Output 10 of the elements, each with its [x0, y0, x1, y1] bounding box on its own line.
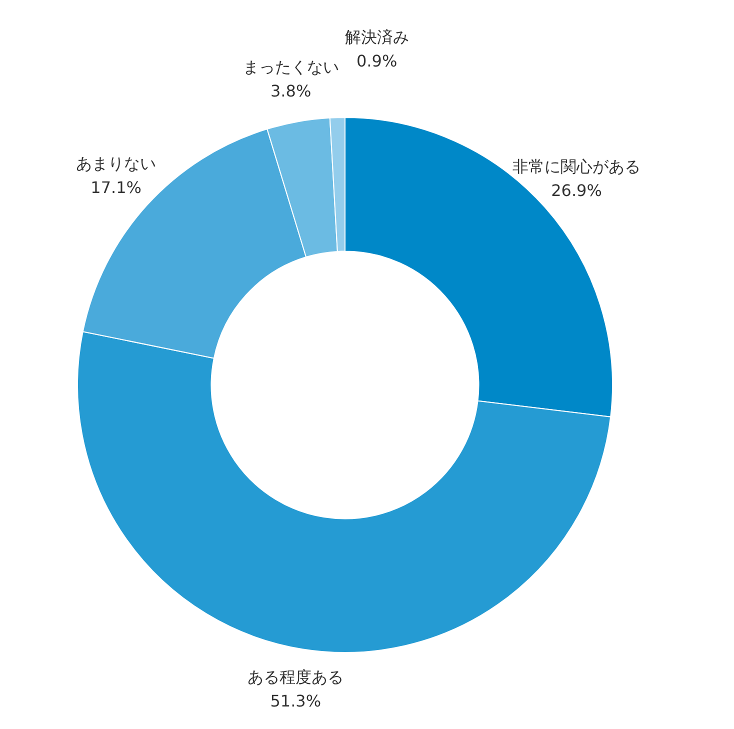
slice-label: まったくない [242, 57, 339, 76]
data-label: 0.9% [356, 51, 398, 70]
slice-label: 解決済み [344, 27, 409, 46]
data-label: 51.3% [270, 692, 322, 711]
slice-label: 非常に関心がある [512, 156, 641, 176]
slice-label: ある程度ある [248, 668, 344, 687]
data-label: 17.1% [90, 178, 142, 197]
data-label: 26.9% [551, 180, 602, 200]
data-label: 3.8% [270, 81, 312, 100]
slice-label: あまりない [76, 154, 156, 173]
